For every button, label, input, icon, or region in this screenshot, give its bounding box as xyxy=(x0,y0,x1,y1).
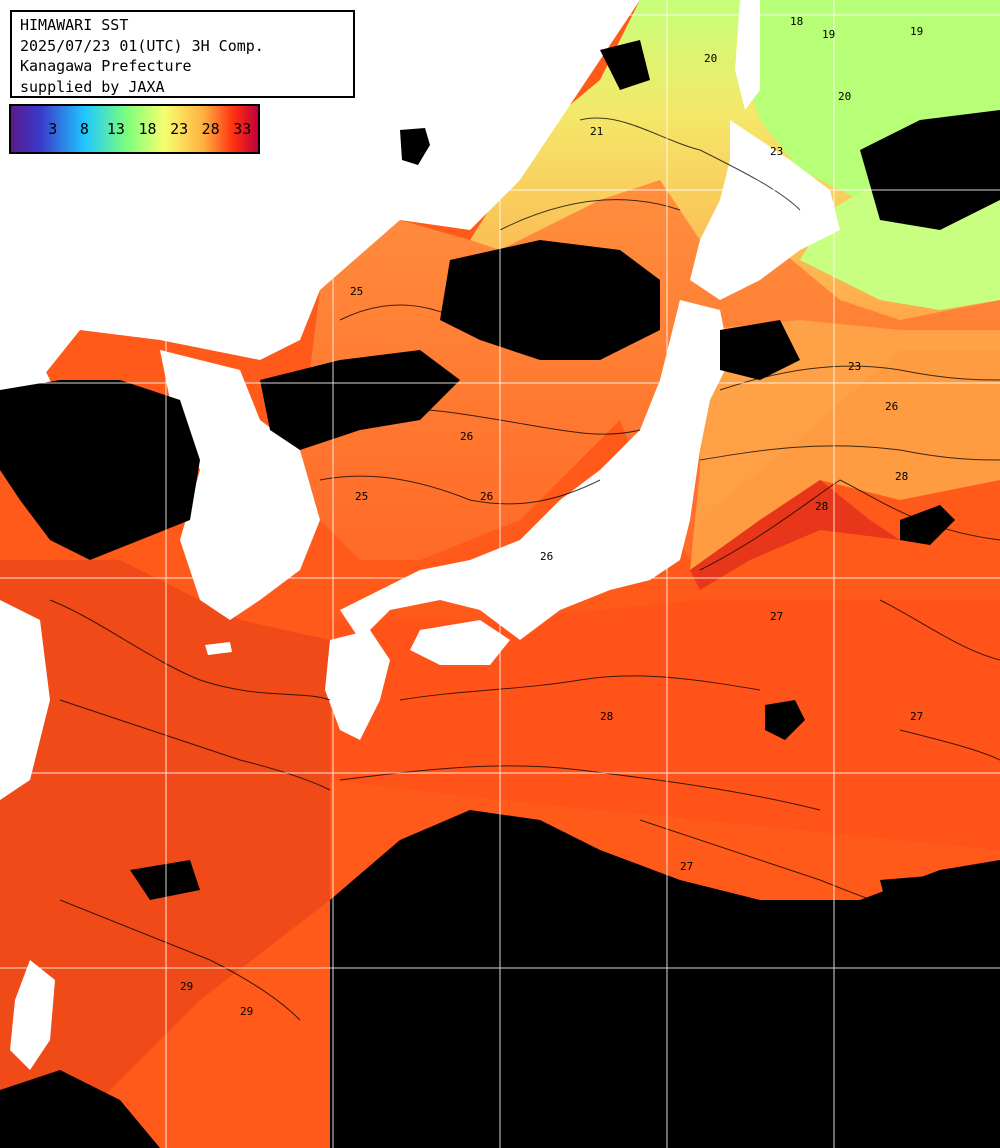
map-datetime: 2025/07/23 01(UTC) 3H Comp. xyxy=(20,36,264,55)
contour-label: 27 xyxy=(680,860,693,873)
cloud-pacific-east xyxy=(900,505,955,545)
cloud-south-main xyxy=(330,810,1000,1148)
cloud-honshu-west xyxy=(720,320,800,380)
temperature-legend: 3 8 13 18 23 28 33 xyxy=(9,104,260,154)
legend-tick: 8 xyxy=(79,120,89,138)
cloud-south-west xyxy=(130,860,200,900)
legend-tick-labels: 3 8 13 18 23 28 33 xyxy=(11,106,258,152)
cloud-korea-east xyxy=(260,350,460,450)
contour-label: 23 xyxy=(848,360,861,373)
cloud-northwest xyxy=(0,380,200,560)
hokkaido xyxy=(690,120,840,300)
legend-tick: 23 xyxy=(170,120,189,138)
contour-label: 19 xyxy=(910,25,923,38)
honshu xyxy=(340,300,730,640)
taiwan xyxy=(10,960,55,1070)
cloud-island xyxy=(400,128,430,165)
cloud-sea-of-japan xyxy=(440,240,660,360)
contour-label: 20 xyxy=(704,52,717,65)
contour-label: 18 xyxy=(790,15,803,28)
contour-label: 25 xyxy=(350,285,363,298)
latitude-label: N xyxy=(30,358,36,369)
shikoku xyxy=(410,620,510,665)
pacific-south xyxy=(330,600,1000,850)
legend-tick: 13 xyxy=(106,120,125,138)
contour-label: 26 xyxy=(540,550,553,563)
contour-label: 19 xyxy=(822,28,835,41)
contour-labels: 18 19 19 20 20 21 23 23 25 25 26 26 26 2… xyxy=(30,15,923,1018)
contour-label: 28 xyxy=(600,710,613,723)
contour-label: 26 xyxy=(460,430,473,443)
contour-label: 25 xyxy=(355,490,368,503)
cloud-south-sw xyxy=(0,1070,160,1148)
cloud-pacific-spot xyxy=(765,700,805,740)
map-info-box: HIMAWARI SST 2025/07/23 01(UTC) 3H Comp.… xyxy=(10,10,355,98)
cloud-okhotsk xyxy=(600,40,650,90)
map-credit: supplied by JAXA xyxy=(20,77,165,96)
china-coast-west xyxy=(0,600,50,800)
contour-label: 28 xyxy=(815,500,828,513)
legend-tick: 28 xyxy=(201,120,220,138)
cloud-cover xyxy=(0,40,1000,1148)
korean-peninsula xyxy=(160,350,320,620)
map-title: HIMAWARI SST xyxy=(20,16,129,34)
legend-color-bar xyxy=(11,106,258,152)
contour-label: 26 xyxy=(885,400,898,413)
contour-label: 29 xyxy=(240,1005,253,1018)
contour-label: 28 xyxy=(895,470,908,483)
isotherm-contours xyxy=(49,117,1000,1021)
map-region: Kanagawa Prefecture xyxy=(20,57,192,75)
contour-label: 23 xyxy=(770,145,783,158)
jeju-island xyxy=(205,642,232,655)
contour-label: 20 xyxy=(838,90,851,103)
cloud-hokkaido-east xyxy=(860,110,1000,230)
kyushu xyxy=(325,630,390,740)
contour-label: 27 xyxy=(770,610,783,623)
contour-label: 26 xyxy=(480,490,493,503)
legend-tick: 18 xyxy=(138,120,157,138)
legend-tick: 33 xyxy=(233,120,252,138)
contour-label: 27 xyxy=(910,710,923,723)
legend-tick: 3 xyxy=(48,120,58,138)
sakhalin xyxy=(735,0,760,110)
kuroshio-hot-core xyxy=(690,480,900,590)
contour-label: 29 xyxy=(180,980,193,993)
contour-label: 21 xyxy=(590,125,603,138)
